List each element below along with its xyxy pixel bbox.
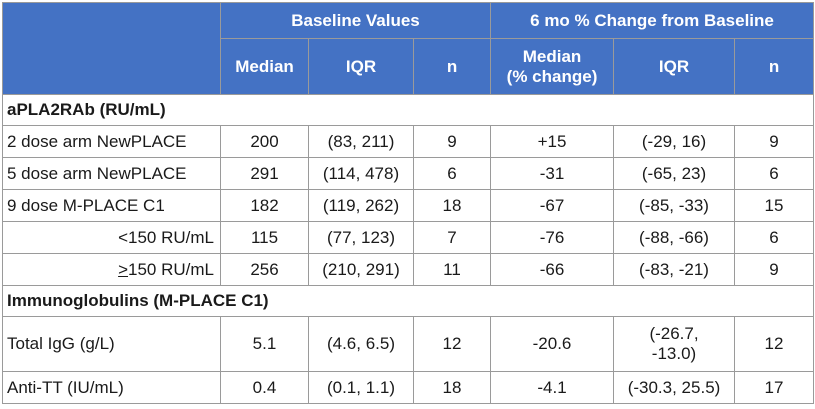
col-baseline-n: n — [412, 38, 492, 95]
col-change-median-line1: Median — [522, 46, 582, 66]
baseline-median-cell: 115 — [220, 221, 309, 254]
baseline-median-cell: 0.4 — [220, 371, 309, 404]
change-median-cell: -31 — [490, 157, 615, 190]
change-iqr-cell: (-30.3, 25.5) — [613, 371, 736, 404]
col-change-median: Median (% change) — [490, 38, 615, 95]
table-row: >150 RU/mL 256 (210, 291) 11 -66 (-83, -… — [2, 253, 815, 286]
change-n-cell: 12 — [734, 316, 815, 372]
table-row: Anti-TT (IU/mL) 0.4 (0.1, 1.1) 18 -4.1 (… — [2, 371, 815, 404]
change-n-cell: 9 — [734, 125, 815, 158]
change-iqr-cell: (-65, 23) — [613, 157, 736, 190]
change-median-cell: -4.1 — [490, 371, 615, 404]
change-n-cell: 6 — [734, 157, 815, 190]
col-baseline-iqr: IQR — [308, 38, 414, 95]
change-n-cell: 15 — [734, 189, 815, 222]
change-n-cell: 17 — [734, 371, 815, 404]
col-change-median-line2: (% change) — [506, 66, 598, 86]
section-title-immunoglobulins: Immunoglobulins (M-PLACE C1) — [1, 285, 815, 317]
change-median-cell: -20.6 — [490, 316, 615, 372]
change-iqr-cell: (-26.7, -13.0) — [613, 316, 736, 372]
change-median-cell: -76 — [490, 221, 615, 254]
section-title-apla2rab: aPLA2RAb (RU/mL) — [1, 94, 815, 126]
change-n-cell: 9 — [734, 253, 815, 286]
header-group-row: Baseline Values 6 mo % Change from Basel… — [2, 2, 815, 95]
baseline-n-cell: 12 — [412, 316, 492, 372]
table-row: 9 dose M-PLACE C1 182 (119, 262) 18 -67 … — [2, 189, 815, 222]
table-row: <150 RU/mL 115 (77, 123) 7 -76 (-88, -66… — [2, 221, 815, 254]
header-baseline-values: Baseline Values — [219, 2, 492, 39]
col-change-iqr: IQR — [613, 38, 736, 95]
row-label: >150 RU/mL — [2, 253, 221, 286]
change-iqr-line1: (-26.7, — [649, 324, 699, 343]
row-label: 9 dose M-PLACE C1 — [2, 189, 221, 222]
baseline-iqr-cell: (4.6, 6.5) — [308, 316, 414, 372]
baseline-iqr-cell: (119, 262) — [308, 189, 414, 222]
baseline-median-cell: 291 — [220, 157, 309, 190]
section-row: Immunoglobulins (M-PLACE C1) — [1, 285, 815, 317]
change-iqr-cell: (-88, -66) — [613, 221, 736, 254]
baseline-median-cell: 200 — [220, 125, 309, 158]
baseline-n-cell: 18 — [412, 189, 492, 222]
change-median-cell: -66 — [490, 253, 615, 286]
baseline-n-cell: 7 — [412, 221, 492, 254]
row-label: Anti-TT (IU/mL) — [2, 371, 221, 404]
baseline-median-cell: 182 — [220, 189, 309, 222]
baseline-median-cell: 5.1 — [220, 316, 309, 372]
header-6mo-change: 6 mo % Change from Baseline — [490, 2, 815, 39]
change-n-cell: 6 — [734, 221, 815, 254]
baseline-n-cell: 9 — [412, 125, 492, 158]
geq-symbol: > — [118, 259, 129, 279]
change-iqr-cell: (-83, -21) — [613, 253, 736, 286]
header-column-row: Median IQR n Median (% change) IQR n — [3, 38, 815, 95]
col-change-n: n — [734, 38, 815, 95]
change-iqr-cell: (-85, -33) — [613, 189, 736, 222]
change-median-cell: -67 — [490, 189, 615, 222]
table-row: 5 dose arm NewPLACE 291 (114, 478) 6 -31… — [2, 157, 815, 190]
col-baseline-median: Median — [220, 38, 309, 95]
baseline-iqr-cell: (77, 123) — [308, 221, 414, 254]
change-median-cell: +15 — [490, 125, 615, 158]
baseline-n-cell: 11 — [412, 253, 492, 286]
table-row: Total IgG (g/L) 5.1 (4.6, 6.5) 12 -20.6 … — [2, 316, 815, 372]
section-row: aPLA2RAb (RU/mL) — [1, 94, 815, 126]
header-blank-cell — [2, 2, 221, 95]
change-iqr-line2: -13.0) — [651, 344, 697, 363]
baseline-median-cell: 256 — [220, 253, 309, 286]
baseline-iqr-cell: (0.1, 1.1) — [308, 371, 414, 404]
row-label: 2 dose arm NewPLACE — [2, 125, 221, 158]
row-label: <150 RU/mL — [2, 221, 221, 254]
row-label-rest: 150 RU/mL — [128, 259, 214, 279]
row-label: Total IgG (g/L) — [2, 316, 221, 372]
baseline-n-cell: 6 — [412, 157, 492, 190]
baseline-iqr-cell: (83, 211) — [308, 125, 414, 158]
table-row: 2 dose arm NewPLACE 200 (83, 211) 9 +15 … — [2, 125, 815, 158]
baseline-iqr-cell: (210, 291) — [308, 253, 414, 286]
change-iqr-cell: (-29, 16) — [613, 125, 736, 158]
row-label: 5 dose arm NewPLACE — [2, 157, 221, 190]
baseline-iqr-cell: (114, 478) — [308, 157, 414, 190]
baseline-n-cell: 18 — [412, 371, 492, 404]
